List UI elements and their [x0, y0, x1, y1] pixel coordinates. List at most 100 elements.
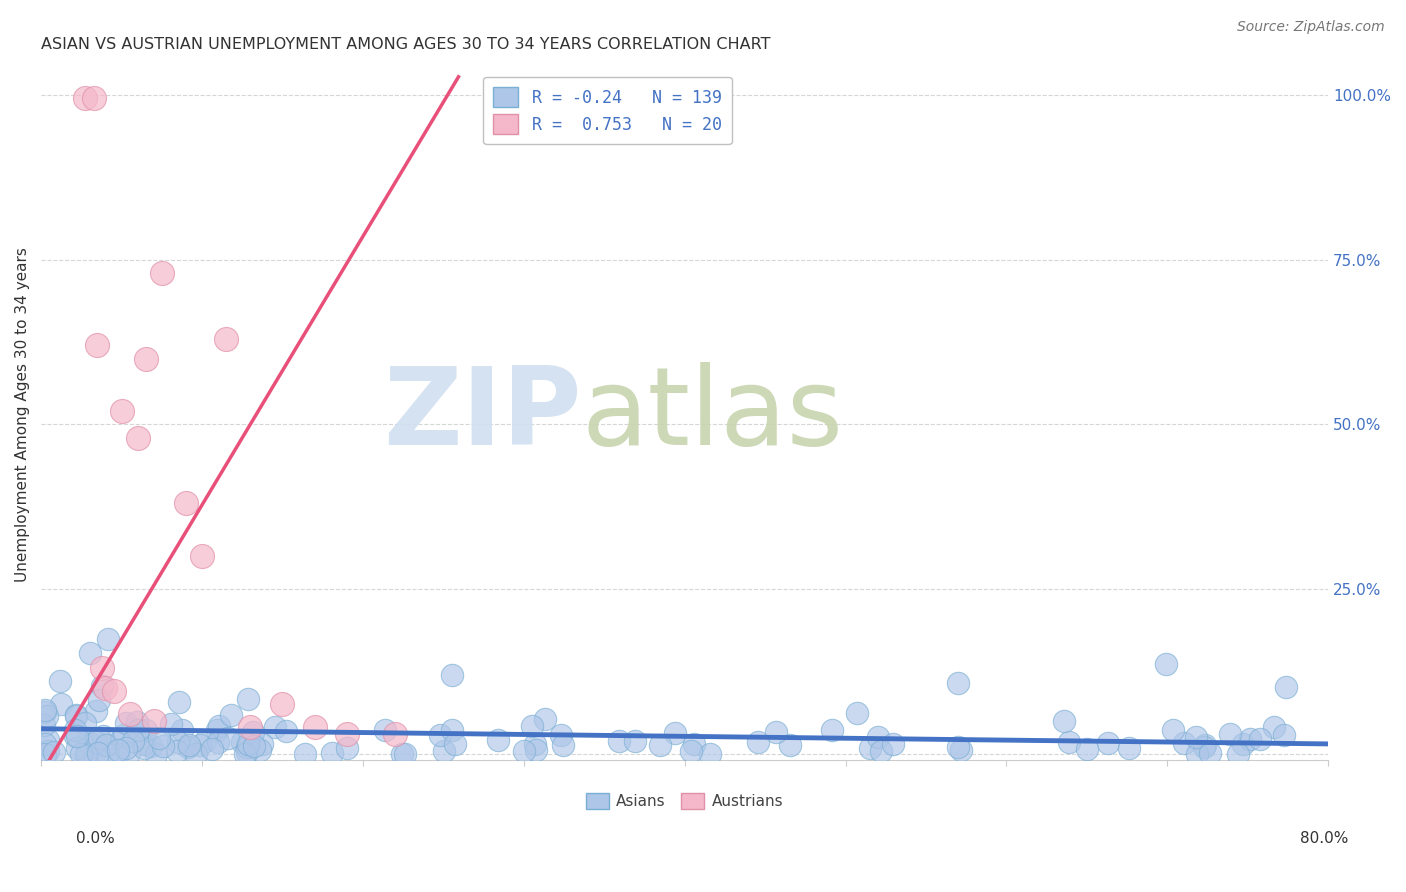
- Point: [679, 744, 702, 758]
- Point: [950, 742, 973, 756]
- Point: [1076, 741, 1098, 756]
- Point: [94, 739, 117, 753]
- Point: [93, 729, 115, 743]
- Text: ZIP: ZIP: [384, 361, 582, 467]
- Point: [48, 673, 70, 688]
- Point: [374, 723, 396, 737]
- Point: [65, 729, 87, 743]
- Point: [127, 723, 149, 737]
- Point: [859, 741, 882, 756]
- Point: [1097, 736, 1119, 750]
- Point: [233, 747, 256, 761]
- Point: [765, 725, 787, 739]
- Point: [650, 738, 672, 752]
- Point: [683, 738, 706, 752]
- Point: [160, 717, 183, 731]
- Point: [115, 716, 138, 731]
- Point: [1185, 730, 1208, 744]
- Point: [167, 695, 190, 709]
- Point: [869, 744, 891, 758]
- Point: [65, 707, 87, 722]
- Point: [118, 707, 141, 722]
- Point: [127, 431, 149, 445]
- Point: [550, 728, 572, 742]
- Point: [607, 734, 630, 748]
- Point: [235, 745, 257, 759]
- Point: [524, 743, 547, 757]
- Point: [238, 737, 260, 751]
- Point: [294, 747, 316, 761]
- Point: [1199, 746, 1222, 760]
- Point: [242, 725, 264, 739]
- Point: [236, 692, 259, 706]
- Point: [304, 721, 326, 735]
- Point: [166, 735, 188, 749]
- Point: [946, 676, 969, 690]
- Point: [66, 730, 89, 744]
- Point: [194, 734, 217, 748]
- Point: [35, 708, 58, 723]
- Point: [1118, 741, 1140, 756]
- Point: [186, 747, 208, 761]
- Point: [433, 744, 456, 758]
- Point: [150, 266, 173, 280]
- Y-axis label: Unemployment Among Ages 30 to 34 years: Unemployment Among Ages 30 to 34 years: [15, 247, 30, 582]
- Point: [110, 404, 132, 418]
- Point: [112, 728, 135, 742]
- Point: [83, 747, 105, 761]
- Point: [1194, 738, 1216, 752]
- Point: [76, 734, 98, 748]
- Point: [1239, 732, 1261, 747]
- Point: [86, 746, 108, 760]
- Point: [249, 743, 271, 757]
- Point: [1053, 714, 1076, 729]
- Point: [391, 747, 413, 761]
- Text: 80.0%: 80.0%: [1301, 831, 1348, 846]
- Point: [118, 747, 141, 761]
- Point: [97, 632, 120, 646]
- Point: [90, 679, 112, 693]
- Point: [699, 747, 721, 761]
- Point: [1219, 727, 1241, 741]
- Point: [1059, 735, 1081, 749]
- Point: [384, 727, 406, 741]
- Point: [103, 684, 125, 698]
- Point: [221, 708, 243, 723]
- Point: [176, 739, 198, 754]
- Point: [111, 731, 134, 745]
- Legend: Asians, Austrians: Asians, Austrians: [579, 787, 790, 815]
- Point: [215, 332, 238, 346]
- Point: [63, 723, 86, 737]
- Text: 0.0%: 0.0%: [76, 831, 115, 846]
- Point: [141, 739, 163, 754]
- Point: [79, 646, 101, 660]
- Point: [486, 733, 509, 747]
- Point: [513, 744, 536, 758]
- Point: [34, 705, 56, 719]
- Point: [89, 731, 111, 745]
- Point: [51, 697, 73, 711]
- Point: [172, 723, 194, 737]
- Point: [236, 740, 259, 755]
- Point: [66, 741, 89, 756]
- Point: [429, 728, 451, 742]
- Point: [91, 661, 114, 675]
- Point: [624, 734, 647, 748]
- Point: [87, 692, 110, 706]
- Point: [200, 741, 222, 756]
- Point: [1161, 723, 1184, 737]
- Text: Source: ZipAtlas.com: Source: ZipAtlas.com: [1237, 20, 1385, 34]
- Point: [946, 740, 969, 755]
- Point: [84, 739, 107, 753]
- Point: [336, 740, 359, 755]
- Point: [276, 724, 298, 739]
- Point: [32, 718, 55, 732]
- Point: [868, 730, 890, 744]
- Point: [132, 737, 155, 751]
- Point: [444, 737, 467, 751]
- Point: [207, 735, 229, 749]
- Point: [145, 747, 167, 761]
- Point: [166, 744, 188, 758]
- Text: atlas: atlas: [582, 361, 844, 467]
- Point: [127, 714, 149, 729]
